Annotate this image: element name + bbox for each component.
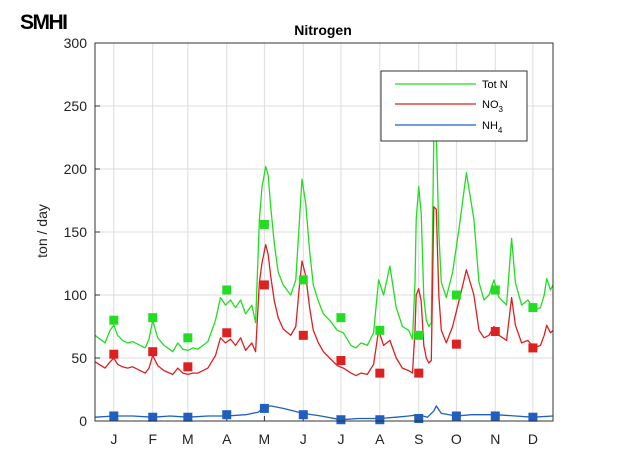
- y-tick-label: 100: [64, 287, 88, 303]
- y-tick-label: 150: [64, 224, 88, 240]
- x-tick-label: O: [451, 431, 462, 447]
- marker-nh4: [414, 413, 424, 423]
- legend-label: NH4: [482, 120, 503, 135]
- marker-no3: [259, 280, 269, 290]
- legend-box: [380, 70, 528, 142]
- marker-nh4: [490, 411, 500, 421]
- marker-tot-n: [451, 290, 461, 300]
- smhi-logo: SMHI: [20, 11, 67, 34]
- marker-nh4: [528, 412, 538, 422]
- legend-label: Tot N: [482, 79, 508, 91]
- y-tick-label: 200: [64, 161, 88, 177]
- x-tick-label: S: [414, 431, 423, 447]
- marker-tot-n: [148, 313, 158, 323]
- marker-no3: [336, 356, 346, 366]
- x-tick-label: M: [182, 431, 194, 447]
- legend-subscript: 4: [498, 126, 503, 135]
- marker-no3: [222, 328, 232, 338]
- marker-tot-n: [183, 333, 193, 343]
- y-tick-label: 0: [79, 413, 87, 429]
- chart-title: Nitrogen: [294, 22, 352, 38]
- x-tick-label: J: [110, 431, 117, 447]
- series-line-nh4: [94, 405, 554, 421]
- x-tick-label: N: [490, 431, 500, 447]
- grid: [95, 43, 553, 421]
- marker-no3: [490, 327, 500, 337]
- legend-label: NO3: [482, 99, 504, 114]
- marker-nh4: [183, 412, 193, 422]
- marker-nh4: [451, 411, 461, 421]
- y-axis-ticks: 0 50 100 150 200 250 300: [64, 35, 100, 429]
- marker-no3: [451, 339, 461, 349]
- legend-subscript: 3: [499, 105, 504, 114]
- legend: Tot N NO3 NH4: [380, 70, 528, 142]
- series-line-no3: [94, 206, 554, 377]
- y-axis-label: ton / day: [34, 204, 50, 258]
- marker-no3: [528, 343, 538, 353]
- marker-tot-n: [528, 303, 538, 313]
- marker-tot-n: [375, 325, 385, 335]
- marker-tot-n: [336, 313, 346, 323]
- marker-no3: [375, 368, 385, 378]
- x-tick-label: A: [222, 431, 232, 447]
- marker-nh4: [298, 410, 308, 420]
- series-lines: [94, 133, 554, 421]
- marker-tot-n: [298, 275, 308, 285]
- series-line-tot-n: [94, 133, 554, 353]
- marker-no3: [298, 330, 308, 340]
- marker-tot-n: [109, 315, 119, 325]
- y-tick-label: 250: [64, 98, 88, 114]
- x-tick-label: M: [259, 431, 271, 447]
- marker-tot-n: [222, 285, 232, 295]
- plot-frame: [94, 42, 554, 422]
- x-tick-label: J: [337, 431, 344, 447]
- y-tick-label: 300: [64, 35, 88, 51]
- marker-no3: [148, 347, 158, 357]
- x-tick-label: F: [148, 431, 157, 447]
- marker-nh4: [148, 412, 158, 422]
- marker-nh4: [259, 403, 269, 413]
- marker-nh4: [375, 415, 385, 425]
- marker-nh4: [109, 411, 119, 421]
- marker-no3: [109, 349, 119, 359]
- x-tick-label: A: [375, 431, 385, 447]
- series-markers: [109, 219, 538, 425]
- marker-tot-n: [490, 285, 500, 295]
- y-tick-label: 50: [71, 350, 87, 366]
- marker-nh4: [222, 410, 232, 420]
- marker-no3: [414, 368, 424, 378]
- x-tick-label: D: [528, 431, 538, 447]
- marker-nh4: [336, 415, 346, 425]
- marker-no3: [183, 362, 193, 372]
- x-tick-label: J: [300, 431, 307, 447]
- marker-tot-n: [259, 219, 269, 229]
- marker-tot-n: [414, 330, 424, 340]
